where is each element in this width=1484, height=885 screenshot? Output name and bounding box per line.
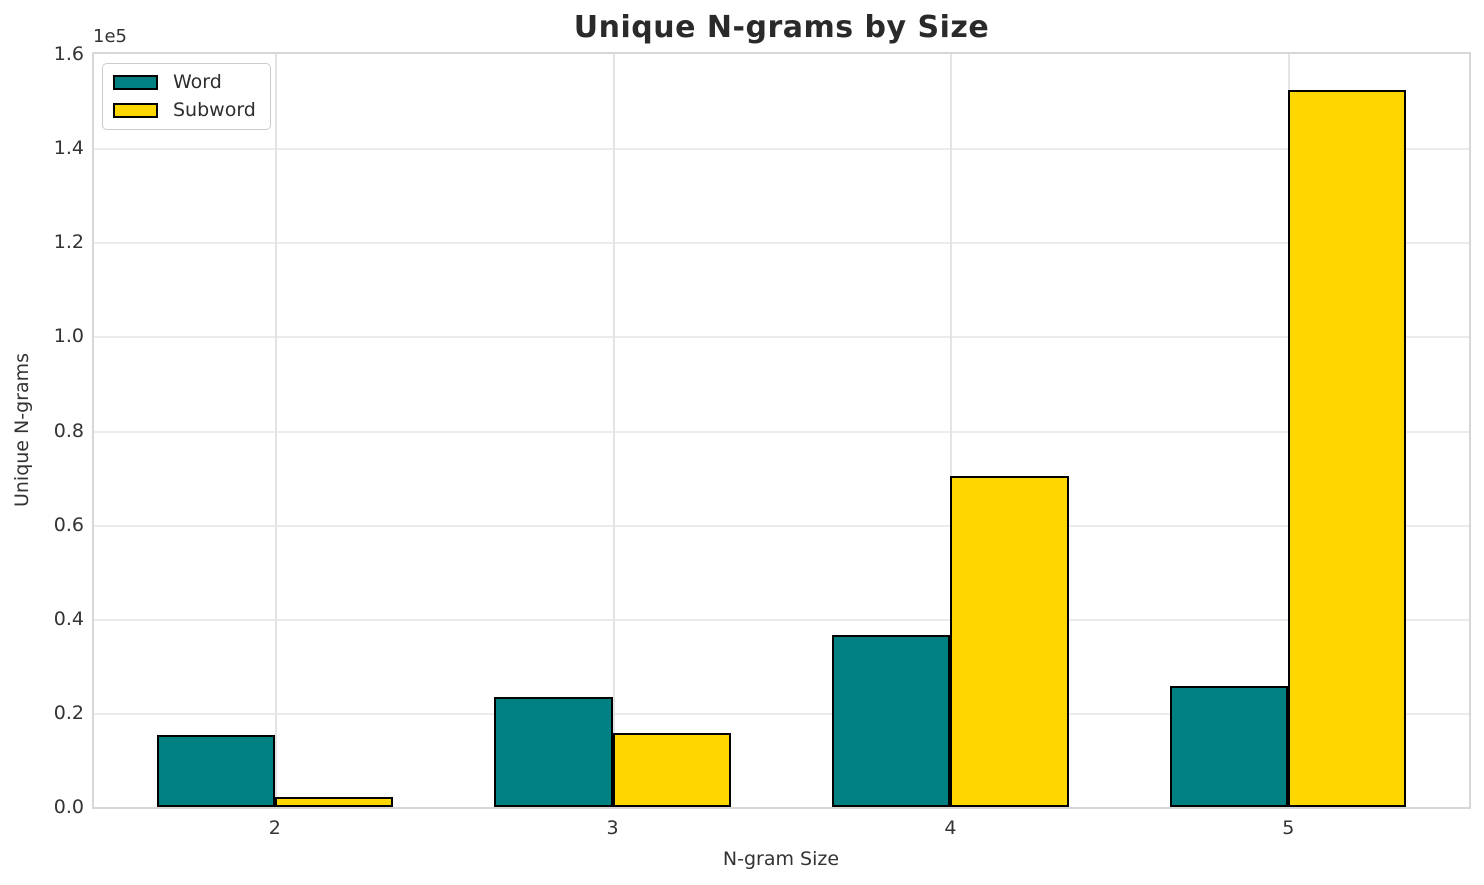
y-tick-label: 0.6 <box>53 513 84 536</box>
y-tick-label: 1.6 <box>53 43 84 65</box>
legend: Word Subword <box>102 63 271 130</box>
subword-legend-label: Subword <box>173 99 256 121</box>
horizontal-gridline <box>94 524 1469 527</box>
word-legend-label: Word <box>173 71 222 93</box>
word-legend-swatch <box>113 75 158 90</box>
y-tick-label: 0.0 <box>53 796 84 818</box>
vertical-gridline <box>612 54 615 807</box>
x-tick-label: 5 <box>1282 817 1295 839</box>
x-tick-label: 2 <box>268 817 281 839</box>
y-tick-label: 1.2 <box>53 231 84 254</box>
chart-title: Unique N-grams by Size <box>573 10 990 45</box>
horizontal-gridline <box>94 618 1469 621</box>
vertical-gridline <box>274 54 277 807</box>
bar-subword-5 <box>1288 89 1407 807</box>
plot-area: Word Subword 0.0 0.2 0.4 0.6 0.8 1.0 1.2 1.4 1.6… <box>54 43 1471 839</box>
bar-word-2 <box>156 735 275 807</box>
bar-word-4 <box>832 635 951 807</box>
bar-subword-4 <box>950 475 1069 807</box>
bar-word-5 <box>1170 686 1289 807</box>
bar-word-3 <box>494 697 613 807</box>
horizontal-gridline <box>94 148 1469 151</box>
subword-legend-swatch <box>113 103 158 118</box>
y-tick-label: 1.0 <box>53 325 84 348</box>
x-tick-label: 3 <box>606 817 619 839</box>
y-axis-offset-text: 1e5 <box>93 26 127 47</box>
bar-subword-2 <box>274 797 393 807</box>
y-axis-label: Unique N-grams <box>11 352 33 508</box>
horizontal-gridline <box>94 712 1469 715</box>
y-tick-label: 1.4 <box>53 137 84 160</box>
x-tick-label: 4 <box>944 817 957 839</box>
bar-subword-3 <box>612 733 731 807</box>
y-tick-label: 0.4 <box>53 607 84 630</box>
legend-item-subword: Subword <box>113 101 256 120</box>
horizontal-gridline <box>94 336 1469 339</box>
horizontal-gridline <box>94 430 1469 433</box>
y-tick-label: 0.8 <box>53 419 84 442</box>
horizontal-gridline <box>94 242 1469 245</box>
y-tick-label: 0.2 <box>53 701 84 724</box>
x-axis-label: N-gram Size <box>722 848 840 870</box>
legend-item-word: Word <box>113 73 256 92</box>
vertical-gridline <box>950 54 953 807</box>
